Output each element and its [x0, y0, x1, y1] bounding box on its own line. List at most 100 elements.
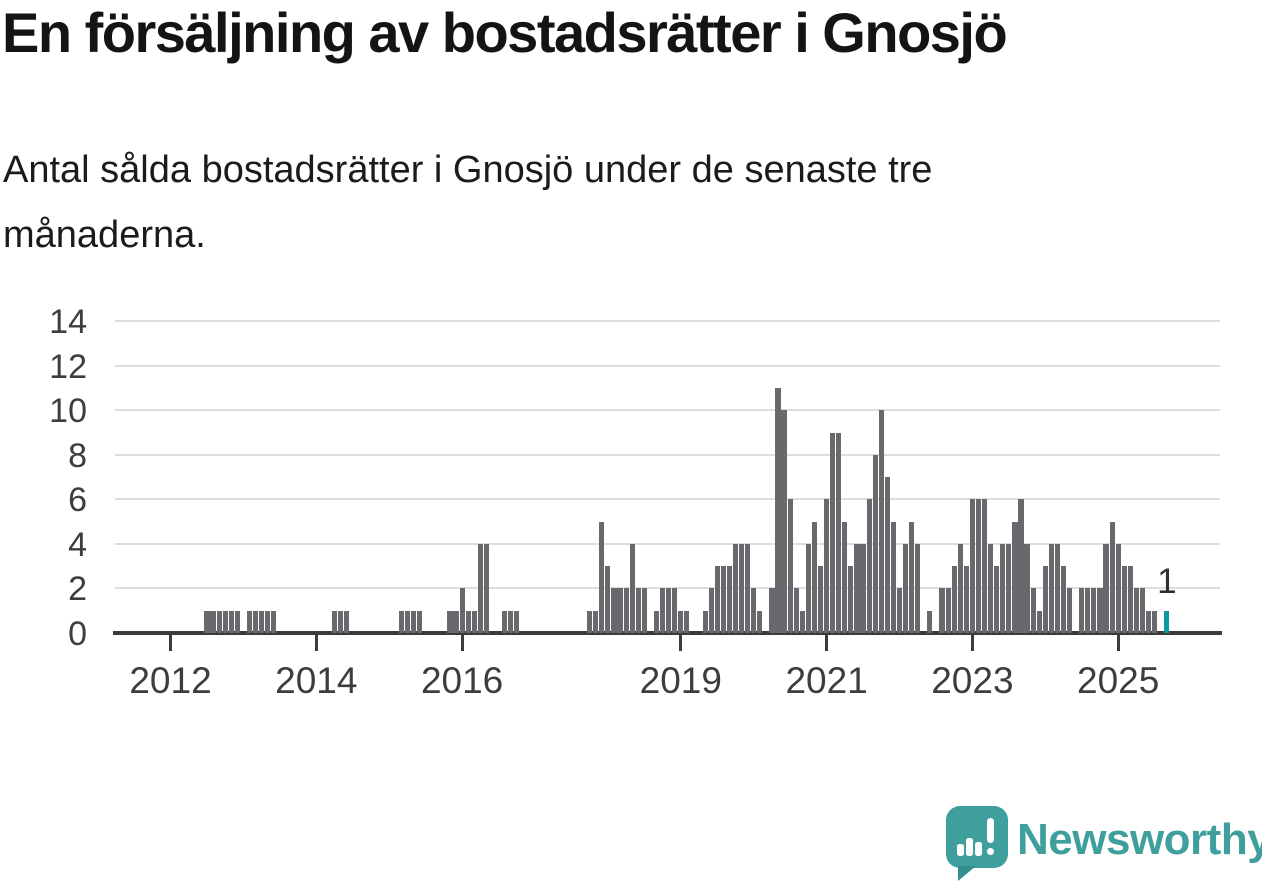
bar — [1109, 521, 1115, 633]
bar — [1127, 566, 1133, 633]
bar — [866, 499, 872, 633]
bar — [265, 610, 271, 633]
bar — [836, 432, 842, 633]
bar — [708, 588, 714, 633]
logo-exclamation-dot-icon — [987, 848, 994, 855]
bar — [410, 610, 417, 633]
x-axis-tick-2023 — [970, 635, 974, 651]
bar — [259, 610, 265, 633]
x-axis-tick-2021 — [825, 635, 829, 651]
x-axis-label-2019: 2019 — [639, 660, 722, 701]
bar — [1000, 543, 1006, 633]
bar — [465, 610, 471, 633]
bar — [1097, 588, 1103, 633]
bar — [1036, 610, 1042, 633]
bar — [848, 566, 854, 633]
bar — [611, 588, 617, 633]
x-axis-tick-2025 — [1116, 635, 1120, 651]
bar — [678, 610, 684, 633]
bar — [994, 566, 1000, 633]
bar — [271, 610, 277, 633]
bar — [1060, 566, 1067, 633]
bar — [483, 543, 489, 633]
bar — [1012, 521, 1018, 633]
bar — [344, 610, 350, 633]
bar — [945, 588, 951, 633]
bar — [331, 610, 338, 633]
bar — [805, 543, 811, 633]
bar-latest — [1164, 610, 1170, 633]
bar — [453, 610, 459, 633]
logo-mini-bar-icon — [957, 844, 964, 856]
bar — [726, 566, 732, 633]
bar — [878, 410, 884, 633]
bar — [1145, 610, 1152, 633]
bar — [751, 588, 757, 633]
bar — [860, 543, 866, 633]
bar — [204, 610, 210, 633]
x-axis-tick-2016 — [460, 635, 464, 651]
bar — [988, 543, 994, 633]
bar — [605, 566, 611, 633]
bar — [799, 610, 805, 633]
bar — [398, 610, 404, 633]
bar — [702, 610, 708, 633]
bar — [666, 588, 672, 633]
y-axis-label-12: 12 — [49, 347, 87, 386]
bar — [1067, 588, 1073, 633]
bar — [593, 610, 599, 633]
bar — [659, 588, 666, 633]
bar — [957, 543, 963, 633]
bar — [902, 543, 909, 633]
bar — [1018, 499, 1024, 633]
bar — [714, 566, 720, 633]
bar — [720, 566, 726, 633]
y-axis-label-8: 8 — [68, 436, 87, 475]
x-axis-line — [113, 631, 1222, 635]
bar — [587, 610, 593, 633]
bar — [216, 610, 222, 633]
bar — [252, 610, 259, 633]
x-axis-label-2025: 2025 — [1077, 660, 1160, 701]
y-axis-label-4: 4 — [68, 525, 87, 564]
bar — [623, 588, 629, 633]
x-axis-tick-2012 — [169, 635, 172, 651]
bar — [1152, 610, 1158, 633]
y-axis-label-6: 6 — [68, 481, 87, 520]
bar — [653, 610, 660, 633]
x-axis-label-2023: 2023 — [931, 660, 1014, 701]
bar — [416, 610, 423, 633]
bar — [459, 588, 465, 633]
logo-mini-bar-icon — [975, 842, 982, 856]
bar — [854, 543, 860, 633]
bar — [830, 432, 836, 633]
bar — [599, 521, 605, 633]
bar — [915, 543, 921, 633]
bar — [909, 521, 915, 633]
logo-exclamation-icon — [987, 818, 994, 843]
bar — [1030, 588, 1036, 633]
chart-subtitle: Antal sålda bostadsrätter i Gnosjö under… — [3, 149, 933, 256]
logo-mini-bar-icon — [966, 838, 973, 856]
gridline-y6 — [115, 498, 1220, 501]
x-axis-label-2021: 2021 — [785, 660, 868, 701]
bar — [745, 543, 751, 633]
bar — [447, 610, 453, 633]
x-axis-label-2012: 2012 — [129, 660, 212, 701]
bar — [228, 610, 234, 633]
bar — [951, 566, 957, 633]
y-axis-label-0: 0 — [68, 615, 87, 653]
bar — [969, 499, 975, 633]
bar — [234, 610, 240, 633]
bar — [617, 588, 623, 633]
bar — [732, 543, 739, 633]
bar — [781, 410, 787, 633]
bar — [817, 566, 824, 633]
bar — [1042, 566, 1048, 633]
x-axis-label-2016: 2016 — [420, 660, 504, 701]
bar — [514, 610, 520, 633]
bar — [404, 610, 410, 633]
bar — [775, 388, 781, 633]
x-axis-label-2014: 2014 — [275, 660, 358, 701]
bar — [963, 566, 969, 633]
